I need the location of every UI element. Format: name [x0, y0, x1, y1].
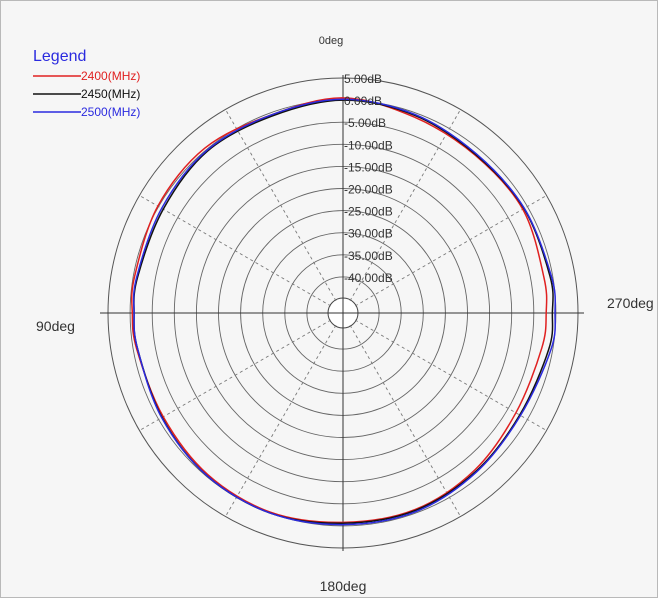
radial-tick-label: 0.00dB — [344, 94, 382, 108]
radial-tick-labels: 5.00dB 0.00dB -5.00dB -10.00dB -15.00dB -20.0… — [344, 72, 393, 285]
radial-tick-label: -20.00dB — [344, 183, 393, 197]
series-line-2400mhz — [130, 97, 548, 524]
legend-label-2450: 2450(MHz) — [81, 87, 140, 101]
radial-tick-label: -35.00dB — [344, 249, 393, 263]
grid-spoke — [225, 324, 337, 517]
radial-tick-label: -15.00dB — [344, 160, 393, 174]
radial-tick-label: -40.00dB — [344, 271, 393, 285]
grid-spoke — [139, 195, 332, 307]
legend-entry-2500: 2500(MHz) — [33, 105, 140, 119]
legend: Legend 2400(MHz) 2450(MHz) 2500(MHz) — [33, 48, 140, 119]
series-line-2500mhz — [132, 98, 556, 526]
angle-label-left: 90deg — [36, 318, 75, 334]
legend-label-2400: 2400(MHz) — [81, 69, 140, 83]
legend-entry-2450: 2450(MHz) — [33, 87, 140, 101]
series-layer — [130, 97, 556, 526]
radial-tick-label: -10.00dB — [344, 138, 393, 152]
radial-tick-label: -25.00dB — [344, 205, 393, 219]
grid-spoke — [349, 324, 461, 517]
angle-label-right: 270deg — [607, 295, 654, 311]
legend-title: Legend — [33, 48, 86, 65]
legend-label-2500: 2500(MHz) — [81, 105, 140, 119]
radial-tick-label: -5.00dB — [344, 116, 386, 130]
legend-entry-2400: 2400(MHz) — [33, 69, 140, 83]
grid-spoke — [225, 109, 337, 302]
radial-tick-label: -30.00dB — [344, 227, 393, 241]
angle-label-top: 0deg — [319, 35, 343, 47]
grid-spoke — [349, 109, 461, 302]
grid-spoke — [354, 195, 547, 307]
grid-spoke — [354, 319, 547, 431]
radial-tick-label: 5.00dB — [344, 72, 382, 86]
polar-grid — [100, 75, 584, 551]
grid-spoke — [139, 319, 332, 431]
angle-label-bottom: 180deg — [320, 578, 367, 594]
